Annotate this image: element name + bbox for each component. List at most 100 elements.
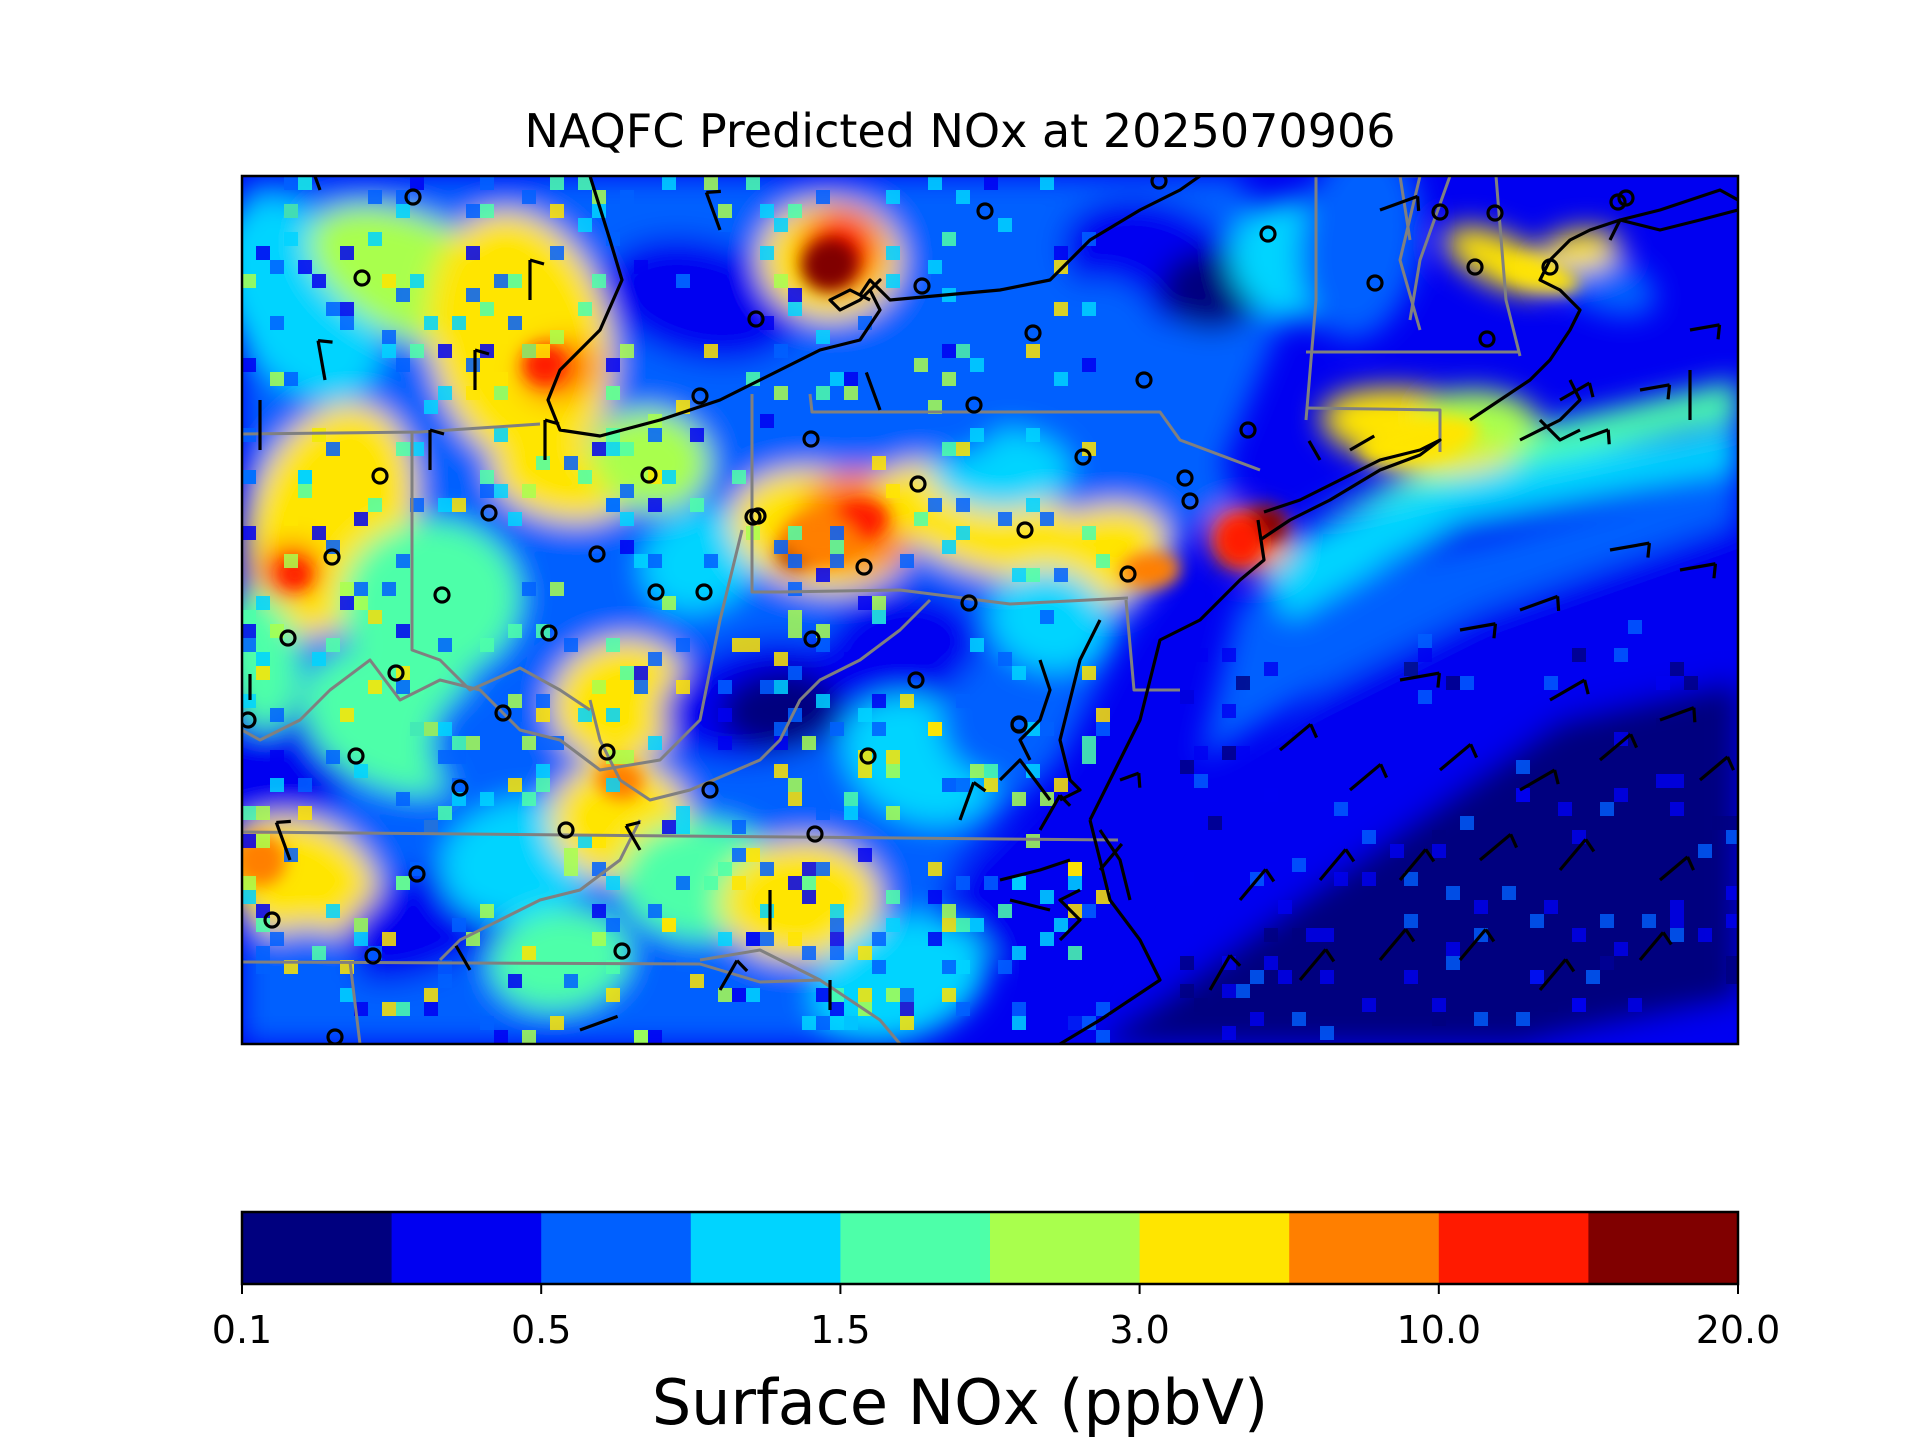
- grid-cell: [620, 344, 634, 358]
- grid-cell: [1012, 1002, 1026, 1016]
- grid-cell: [256, 806, 270, 820]
- concentration-patch: [820, 588, 980, 712]
- grid-cell: [522, 1030, 536, 1044]
- monitor-site-marker: [913, 277, 931, 295]
- concentration-patch: [551, 638, 689, 762]
- grid-cell: [312, 526, 326, 540]
- grid-cell: [1432, 830, 1446, 844]
- grid-cell: [1530, 914, 1544, 928]
- grid-cell: [1656, 774, 1670, 788]
- grid-cell: [242, 624, 256, 638]
- grid-cell: [1376, 746, 1390, 760]
- grid-cell: [956, 918, 970, 932]
- grid-cell: [816, 568, 830, 582]
- grid-cell: [998, 904, 1012, 918]
- grid-cell: [396, 1002, 410, 1016]
- grid-cell: [788, 624, 802, 638]
- wind-barb: [958, 781, 987, 821]
- grid-cell: [956, 498, 970, 512]
- wind-barb: [1559, 381, 1595, 402]
- grid-cell: [1530, 970, 1544, 984]
- monitor-site-marker: [1486, 204, 1504, 222]
- grid-cell: [956, 778, 970, 792]
- colorbar-swatch: [990, 1212, 1141, 1284]
- colorbar-swatch: [541, 1212, 692, 1284]
- grid-cell: [1040, 722, 1054, 736]
- grid-cell: [788, 876, 802, 890]
- grid-cell: [788, 554, 802, 568]
- grid-cell: [1698, 830, 1712, 844]
- grid-cell: [970, 428, 984, 442]
- grid-cell: [774, 386, 788, 400]
- grid-cell: [1082, 736, 1096, 750]
- grid-cell: [382, 582, 396, 596]
- grid-cell: [676, 806, 690, 820]
- grid-cell: [956, 1002, 970, 1016]
- grid-cell: [1446, 942, 1460, 956]
- grid-cell: [886, 750, 900, 764]
- grid-cell: [1418, 690, 1432, 704]
- grid-cell: [368, 190, 382, 204]
- grid-cell: [298, 484, 312, 498]
- grid-cell: [452, 918, 466, 932]
- grid-cell: [1726, 830, 1738, 844]
- grid-cell: [830, 526, 844, 540]
- grid-cell: [480, 1016, 494, 1030]
- monitor-site-marker: [540, 624, 558, 642]
- grid-cell: [340, 582, 354, 596]
- grid-cell: [1082, 302, 1096, 316]
- grid-cell: [956, 960, 970, 974]
- grid-cell: [340, 708, 354, 722]
- grid-cell: [270, 372, 284, 386]
- coastline: [1088, 519, 1266, 821]
- grid-cell: [284, 232, 298, 246]
- grid-cell: [1180, 956, 1194, 970]
- grid-cell: [788, 610, 802, 624]
- grid-cell: [578, 470, 592, 484]
- concentration-patch: [340, 519, 520, 681]
- grid-cell: [816, 190, 830, 204]
- grid-cell: [788, 526, 802, 540]
- grid-cell: [704, 876, 718, 890]
- grid-cell: [956, 876, 970, 890]
- grid-cell: [984, 176, 998, 190]
- grid-cell: [1418, 648, 1432, 662]
- grid-cell: [494, 386, 508, 400]
- coastline: [1058, 888, 1082, 942]
- grid-cell: [1516, 970, 1530, 984]
- grid-cell: [830, 554, 844, 568]
- state-boundary: [242, 529, 744, 772]
- grid-cell: [886, 484, 900, 498]
- grid-cell: [634, 554, 648, 568]
- grid-cell: [802, 736, 816, 750]
- wind-barb: [316, 339, 333, 381]
- grid-cell: [914, 344, 928, 358]
- grid-cell: [354, 932, 368, 946]
- grid-cell: [1040, 610, 1054, 624]
- monitor-site-marker: [371, 467, 389, 485]
- grid-cell: [578, 176, 592, 190]
- grid-cell: [1292, 1012, 1306, 1026]
- state-boundary: [242, 830, 1119, 842]
- grid-cell: [1096, 1030, 1110, 1044]
- grid-cell: [396, 680, 410, 694]
- grid-cell: [984, 764, 998, 778]
- grid-cell: [620, 442, 634, 456]
- grid-cell: [1460, 676, 1474, 690]
- monitor-site-marker: [976, 202, 994, 220]
- grid-cell: [1096, 722, 1110, 736]
- grid-cell: [1026, 960, 1040, 974]
- grid-cell: [438, 806, 452, 820]
- grid-cell: [480, 792, 494, 806]
- grid-cell: [620, 484, 634, 498]
- coastline: [1259, 438, 1442, 542]
- grid-cell: [1684, 676, 1698, 690]
- grid-cell: [1222, 746, 1236, 760]
- monitor-site-marker: [695, 583, 713, 601]
- monitor-site-marker: [408, 865, 426, 883]
- grid-cell: [886, 274, 900, 288]
- grid-cell: [606, 386, 620, 400]
- colorbar-swatch: [391, 1212, 542, 1284]
- wind-barb: [528, 258, 545, 300]
- grid-cell: [1054, 302, 1068, 316]
